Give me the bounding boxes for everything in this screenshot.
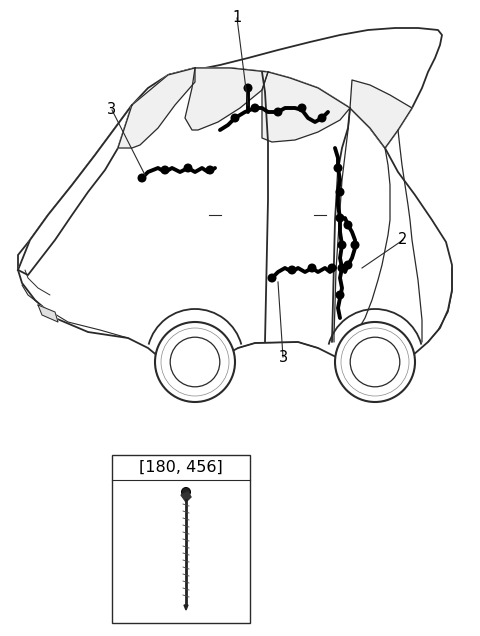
Circle shape [244, 84, 252, 92]
Polygon shape [18, 68, 452, 368]
Circle shape [274, 108, 282, 116]
Circle shape [335, 322, 415, 402]
Circle shape [231, 114, 239, 122]
Polygon shape [38, 305, 58, 322]
Circle shape [251, 104, 259, 112]
Polygon shape [118, 68, 195, 148]
Circle shape [181, 488, 191, 497]
Circle shape [334, 164, 342, 172]
Circle shape [184, 164, 192, 172]
Polygon shape [184, 605, 188, 610]
Polygon shape [185, 68, 268, 130]
Circle shape [336, 188, 344, 196]
Text: 3: 3 [108, 102, 117, 118]
Circle shape [350, 337, 400, 387]
Circle shape [298, 104, 306, 112]
Circle shape [344, 261, 352, 269]
Polygon shape [181, 492, 191, 502]
Circle shape [155, 322, 235, 402]
Circle shape [338, 264, 346, 272]
Text: [180, 456]: [180, 456] [139, 460, 223, 475]
Circle shape [328, 264, 336, 272]
Circle shape [308, 264, 316, 272]
Circle shape [351, 241, 359, 249]
Bar [112, 455, 250, 623]
Circle shape [206, 166, 214, 174]
Text: 2: 2 [398, 233, 408, 247]
Polygon shape [350, 80, 412, 148]
Circle shape [318, 114, 326, 122]
Circle shape [138, 174, 146, 182]
Polygon shape [18, 105, 132, 275]
Polygon shape [262, 72, 350, 142]
Text: 3: 3 [278, 350, 288, 364]
Circle shape [268, 274, 276, 282]
Circle shape [336, 291, 344, 299]
Circle shape [161, 166, 169, 174]
Circle shape [288, 266, 296, 274]
Text: 1: 1 [232, 11, 241, 25]
Circle shape [170, 337, 220, 387]
Circle shape [344, 221, 352, 229]
Polygon shape [168, 28, 442, 148]
Circle shape [338, 241, 346, 249]
Circle shape [336, 214, 344, 222]
